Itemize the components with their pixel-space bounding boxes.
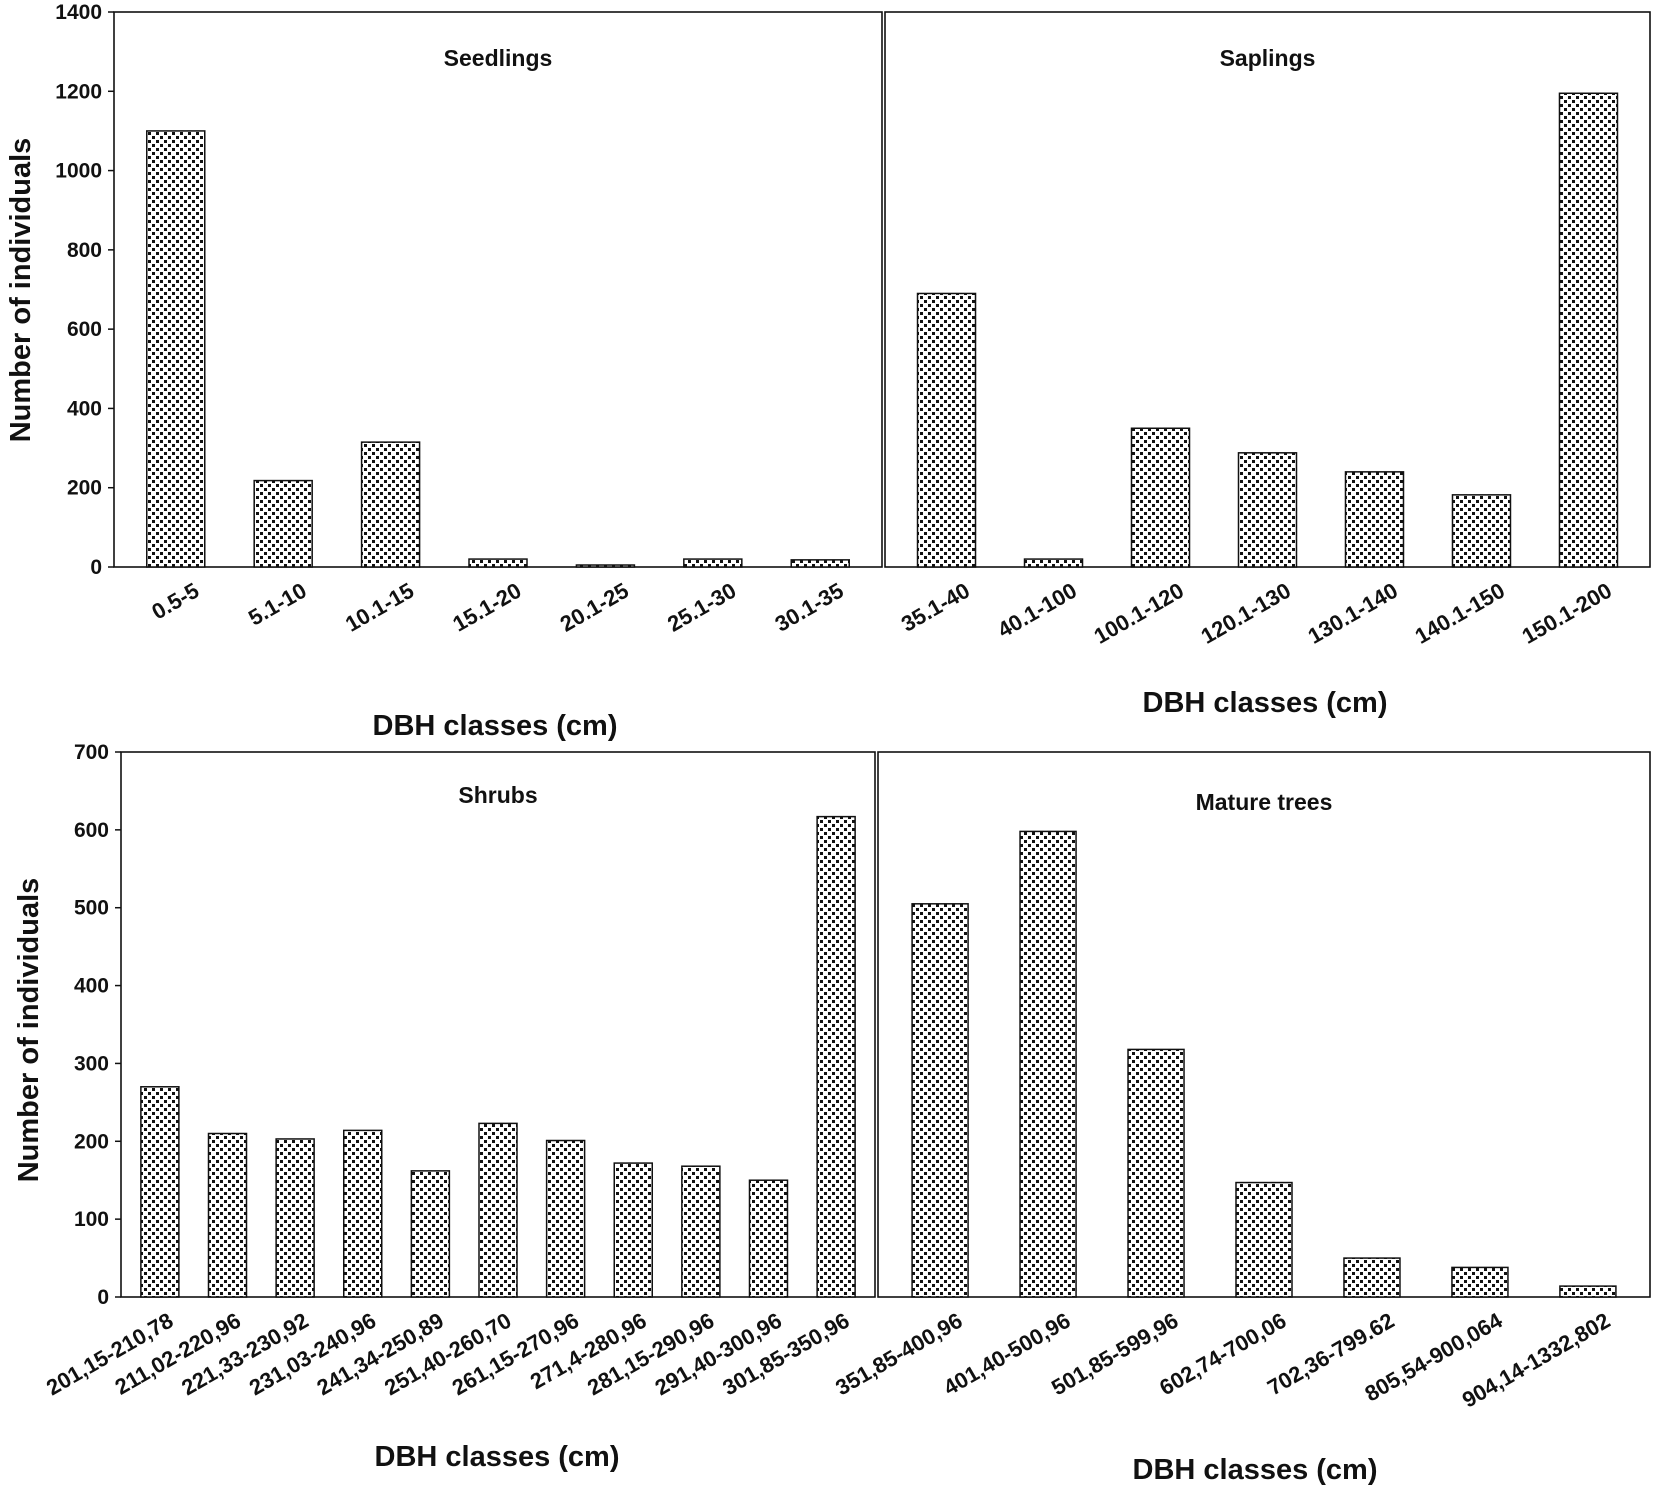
- bar: [1127, 1048, 1185, 1298]
- bar: [253, 479, 313, 568]
- x-tick-label: 5.1-10: [244, 578, 311, 631]
- y-tick-label: 400: [67, 397, 102, 420]
- panel-title: Seedlings: [444, 45, 553, 71]
- y-tick-label: 400: [74, 975, 109, 998]
- y-tick-label: 700: [74, 741, 109, 764]
- bar: [1235, 1181, 1293, 1298]
- bar: [1558, 92, 1619, 568]
- y-tick-label: 1400: [55, 1, 102, 24]
- bar: [916, 292, 977, 568]
- y-tick-label: 0: [90, 556, 102, 579]
- bar: [790, 559, 850, 568]
- y-tick-label: 200: [67, 477, 102, 500]
- bar: [1130, 427, 1191, 568]
- panel-title: Shrubs: [458, 782, 537, 808]
- bar: [816, 815, 856, 1298]
- bar: [140, 1086, 180, 1298]
- panel-title: Saplings: [1220, 45, 1316, 71]
- bar: [1451, 494, 1512, 568]
- bar: [575, 564, 636, 568]
- bar: [410, 1170, 451, 1298]
- bar: [1023, 558, 1084, 568]
- chart-panel-3: Shrubs0100200300400500600700201,15-210,7…: [13, 741, 876, 1473]
- bar: [613, 1162, 653, 1298]
- bar: [478, 1122, 518, 1298]
- y-tick-label: 300: [74, 1052, 109, 1075]
- plot-frame: [113, 11, 883, 568]
- y-tick-label: 800: [67, 239, 102, 262]
- x-tick-label: 40.1-100: [993, 578, 1081, 643]
- bar: [1344, 471, 1405, 568]
- y-axis-title: Number of individuals: [5, 138, 37, 443]
- y-tick-label: 600: [74, 819, 109, 842]
- chart-panel-2: Saplings 35.1-40 40.1-100 100.1-120 120.1-13…: [884, 11, 1651, 719]
- bar: [275, 1138, 315, 1298]
- x-tick-label: 20.1-25: [556, 578, 633, 637]
- x-axis-title: DBH classes (cm): [1143, 687, 1388, 719]
- x-tick-label: 140.1-150: [1411, 578, 1509, 649]
- x-tick-label: 150.1-200: [1518, 578, 1616, 649]
- y-axis-title: Number of individuals: [13, 878, 45, 1183]
- bar: [545, 1139, 586, 1298]
- y-tick-label: 0: [97, 1286, 109, 1309]
- x-tick-label: 10.1-15: [341, 578, 418, 637]
- chart-panel-4: Mature trees351,85-400,96401,40-500,9650…: [831, 751, 1651, 1486]
- bar: [1343, 1257, 1401, 1298]
- x-tick-label: 15.1-20: [448, 578, 525, 637]
- bar: [207, 1132, 248, 1298]
- x-tick-label: 30.1-35: [771, 578, 848, 637]
- bar: [1019, 830, 1077, 1298]
- bar: [1559, 1285, 1617, 1298]
- bar: [343, 1129, 383, 1298]
- panel-title: Mature trees: [1196, 789, 1333, 815]
- bar: [683, 558, 743, 568]
- y-tick-label: 200: [74, 1130, 109, 1153]
- bar: [468, 558, 528, 568]
- x-axis-title: DBH classes (cm): [1133, 1454, 1378, 1486]
- bar: [360, 441, 421, 568]
- x-tick-label: 100.1-120: [1090, 578, 1188, 649]
- x-axis-title: DBH classes (cm): [375, 1441, 620, 1473]
- bar: [748, 1179, 789, 1298]
- bar: [146, 130, 206, 568]
- y-tick-label: 1000: [55, 160, 102, 183]
- y-tick-label: 600: [67, 318, 102, 341]
- x-tick-label: 120.1-130: [1197, 578, 1295, 649]
- x-tick-label: 25.1-30: [663, 578, 740, 637]
- x-tick-label: 0.5-5: [147, 578, 203, 625]
- bar: [911, 903, 969, 1298]
- x-tick-label: 130.1-140: [1304, 578, 1402, 649]
- chart-panel-1: Seedlings 0 200 400 600 800 1000 1200 1400 0.5-5 5…: [5, 1, 883, 742]
- bar: [1237, 452, 1298, 568]
- y-tick-label: 100: [74, 1208, 109, 1231]
- bar: [1451, 1266, 1509, 1298]
- x-tick-label: 35.1-40: [897, 578, 974, 637]
- x-axis-title: DBH classes (cm): [373, 710, 618, 742]
- y-tick-label: 1200: [55, 80, 102, 103]
- bar: [681, 1165, 721, 1298]
- y-tick-label: 500: [74, 897, 109, 920]
